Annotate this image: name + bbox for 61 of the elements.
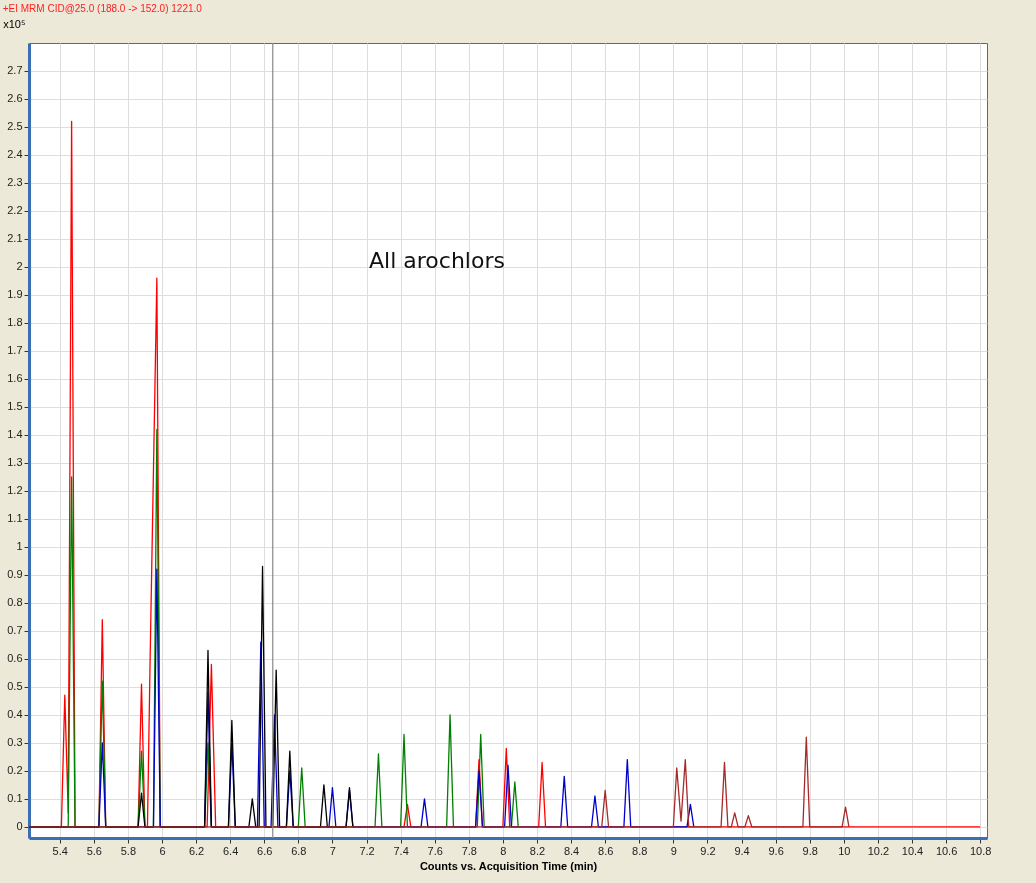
y-tick-label: 0.7 (7, 624, 23, 637)
y-tick-label: 1 (16, 540, 23, 553)
y-tick-label: 1.4 (7, 428, 23, 441)
x-tick-label: 7.8 (461, 844, 477, 857)
y-tick-label: 0.6 (7, 652, 23, 665)
y-tick-label: 1.9 (7, 288, 23, 301)
x-tick-label: 7.4 (393, 844, 409, 857)
y-tick-label: 2.7 (7, 64, 23, 77)
x-tick-label: 8.6 (598, 844, 614, 857)
x-tick-label: 6.4 (223, 844, 239, 857)
line-series (29, 736, 850, 828)
x-tick-label: 6.6 (257, 844, 273, 857)
x-tick-label: 9.4 (734, 844, 750, 857)
x-tick-label: 7 (329, 844, 336, 857)
y-tick-label: 0 (16, 820, 23, 833)
y-tick-label: 2.5 (7, 120, 23, 133)
x-tick-label: 7.2 (359, 844, 375, 857)
y-tick-label: 1.7 (7, 344, 23, 357)
y-tick-label: 0.2 (7, 764, 23, 777)
x-tick-label: 10.4 (901, 844, 924, 857)
y-tick-label: 2.1 (7, 232, 23, 245)
y-tick-label: 2.3 (7, 176, 23, 189)
x-tick-label: 7.6 (427, 844, 443, 857)
x-tick-label: 8.2 (529, 844, 546, 857)
x-tick-label: 5.4 (52, 844, 68, 857)
x-tick-label: 9.6 (768, 844, 784, 857)
x-axis-title: Counts vs. Acquisition Time (min) (419, 859, 598, 872)
x-tick-label: 5.8 (120, 844, 137, 857)
y-tick-label: 1.3 (7, 456, 23, 469)
x-tick-label: 9.2 (700, 844, 716, 857)
y-tick-label: 2.2 (7, 204, 23, 217)
x-tick-label: 10.8 (969, 844, 992, 857)
y-tick-label: 1.8 (7, 316, 23, 329)
x-tick-label: 9 (670, 844, 677, 857)
y-tick-label: 0.4 (7, 708, 23, 721)
x-tick-label: 6.8 (291, 844, 307, 857)
x-tick-label: 8 (500, 844, 507, 857)
y-tick-label: 0.8 (7, 596, 23, 609)
x-tick-label: 6 (159, 844, 166, 857)
x-tick-label: 10 (838, 844, 851, 857)
y-tick-label: 1.6 (7, 372, 23, 385)
x-tick-label: 10.6 (935, 844, 958, 857)
y-axis-title: x10⁵ (3, 17, 26, 30)
chart-title: +EI MRM CID@25.0 (188.0 -> 152.0) 1221.0 (2, 3, 203, 14)
y-tick-label: 0.9 (7, 568, 23, 581)
x-tick-label: 10.2 (867, 844, 890, 857)
x-tick-label: 8.8 (632, 844, 648, 857)
y-tick-label: 1.5 (7, 400, 23, 413)
x-tick-label: 6.2 (188, 844, 205, 857)
y-tick-label: 0.1 (7, 792, 23, 805)
y-tick-label: 2.6 (7, 92, 23, 105)
y-tick-label: 2 (16, 260, 23, 273)
x-tick-label: 8.4 (563, 844, 580, 857)
y-tick-label: 1.2 (7, 484, 23, 497)
y-tick-label: 2.4 (7, 148, 23, 161)
y-tick-label: 0.3 (7, 736, 23, 749)
y-tick-label: 1.1 (7, 512, 23, 525)
y-tick-label: 0.5 (7, 680, 23, 693)
x-tick-label: 5.6 (86, 844, 102, 857)
x-tick-label: 9.8 (802, 844, 818, 857)
annotation: All arochlors (369, 248, 505, 273)
